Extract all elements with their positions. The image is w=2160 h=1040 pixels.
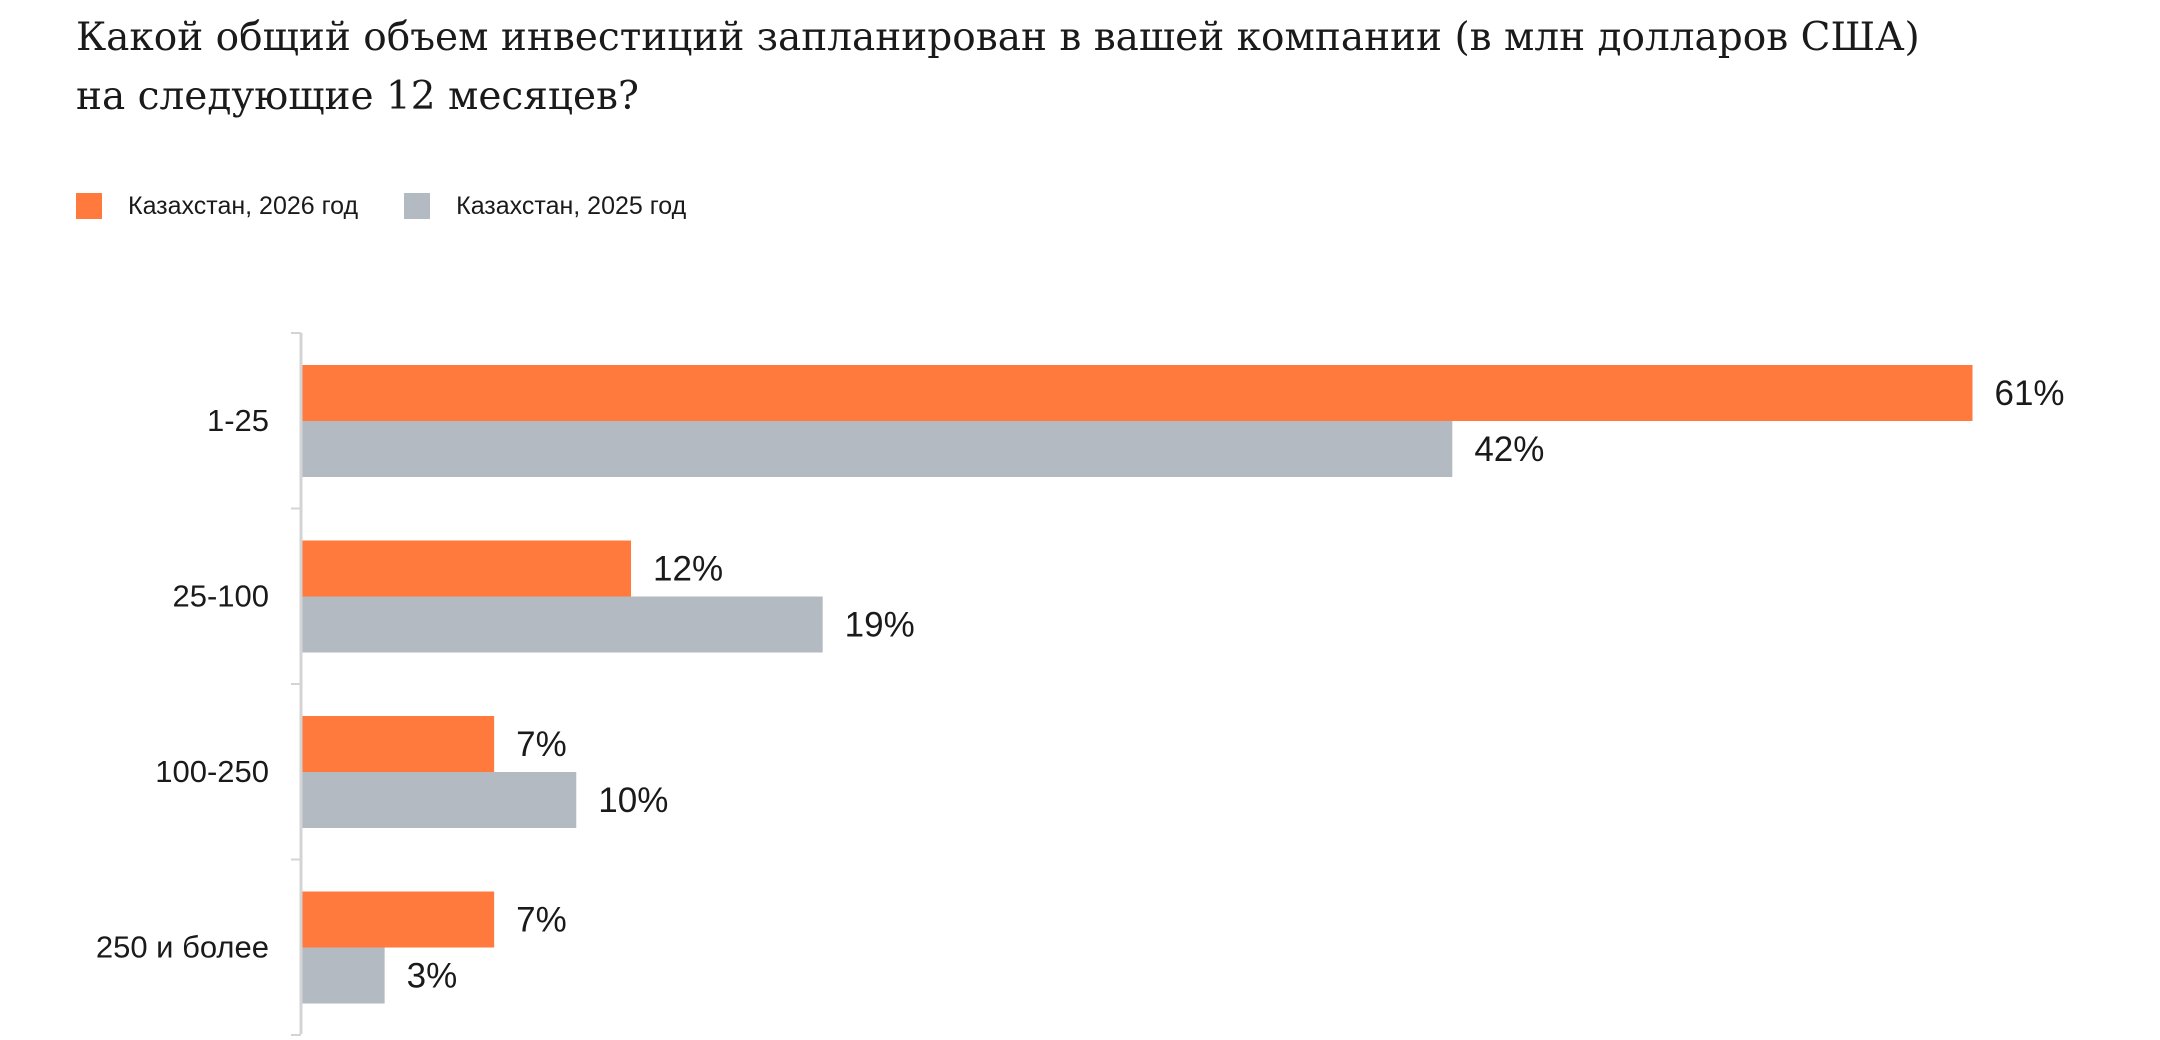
legend-swatch-2026 xyxy=(76,193,102,219)
bar-2025 xyxy=(302,596,823,653)
category-label: 25-100 xyxy=(172,579,269,614)
bar-2025 xyxy=(302,772,577,828)
bar-2026 xyxy=(302,716,495,772)
category-label: 250 и более xyxy=(96,930,269,965)
legend-label-2026: Казахстан, 2026 год xyxy=(128,191,359,220)
data-label: 7% xyxy=(516,901,567,940)
bar-2026 xyxy=(302,540,632,597)
data-label: 7% xyxy=(516,725,567,764)
bar-group: 250 и более 7% 3% xyxy=(96,891,567,1004)
bar-2025 xyxy=(302,421,1453,477)
chart-legend: Казахстан, 2026 год Казахстан, 2025 год xyxy=(76,190,732,222)
chart-title-line-1: Какой общий объем инвестиций запланирова… xyxy=(76,15,1920,60)
bar-group: 100-250 7% 10% xyxy=(155,716,668,828)
data-label: 61% xyxy=(1995,374,2065,413)
category-label: 1-25 xyxy=(207,403,269,438)
category-label: 100-250 xyxy=(155,754,269,789)
legend-swatch-2025 xyxy=(404,193,431,219)
bar-2025 xyxy=(302,947,385,1004)
chart-title: Какой общий объем инвестиций запланирова… xyxy=(76,8,2076,126)
data-label: 3% xyxy=(407,957,458,996)
data-label: 42% xyxy=(1474,430,1544,469)
legend-label-2025: Казахстан, 2025 год xyxy=(456,191,687,220)
data-label: 12% xyxy=(653,550,723,589)
bar-2026 xyxy=(302,365,1973,421)
legend-item-2026: Казахстан, 2026 год xyxy=(76,192,358,221)
data-label: 19% xyxy=(845,606,915,645)
bar-2026 xyxy=(302,891,495,948)
legend-item-2025: Казахстан, 2025 год xyxy=(404,192,686,221)
chart-title-line-2: на следующие 12 месяцев? xyxy=(76,74,639,119)
data-label: 10% xyxy=(598,781,668,820)
bar-group: 25-100 12% 19% xyxy=(172,540,915,653)
bar-group: 1-25 61% 42% xyxy=(207,365,2065,477)
